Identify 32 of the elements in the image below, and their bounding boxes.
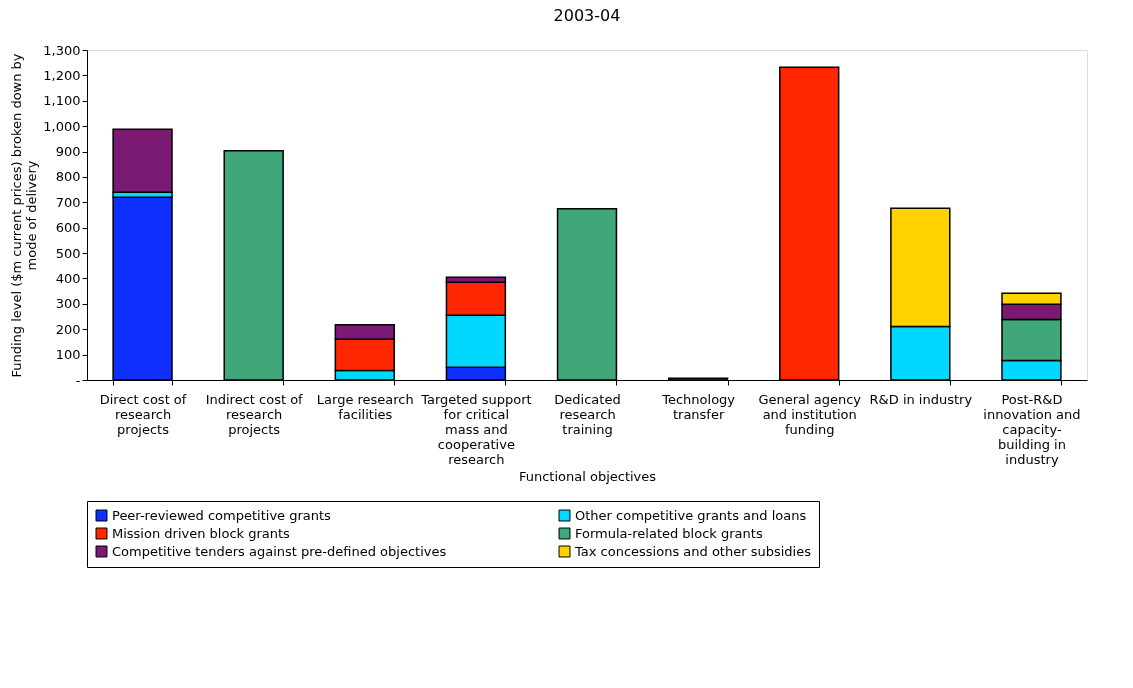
y-tick-label: 800 (55, 169, 81, 185)
legend-label: Peer-reviewed competitive grants (112, 507, 332, 523)
y-tick-label: - (75, 372, 81, 388)
y-tick-label: 300 (55, 296, 81, 312)
x-tick-label: Direct cost of research projects (99, 391, 187, 437)
y-tick-label: 1,300 (43, 42, 81, 58)
x-tick-label: Large research facilities (316, 391, 414, 422)
y-tick-label: 400 (55, 270, 81, 286)
chart-title: 2003-04 (553, 6, 621, 25)
x-tick-label: General agency and institution funding (758, 391, 862, 437)
x-tick-label: R&D in industry (869, 391, 973, 407)
legend-label: Formula-related block grants (575, 525, 763, 541)
legend-label: Tax concessions and other subsidies (574, 543, 812, 559)
y-tick-label: 1,100 (43, 93, 81, 109)
y-tick-label: 700 (55, 194, 81, 210)
y-tick-label: 200 (55, 321, 81, 337)
y-tick-label: 500 (55, 245, 81, 261)
x-axis-title: Functional objectives (518, 468, 657, 484)
y-tick-label: 100 (55, 347, 81, 363)
y-axis-title: Funding level ($m current prices) broken down by mode of delivery (9, 53, 40, 378)
legend-label: Competitive tenders against pre-defined objectives (112, 543, 447, 559)
x-tick-label: Technology transfer (661, 391, 736, 422)
x-tick-label: Post-R&D innovation and capacity-building in industry (983, 391, 1081, 467)
y-tick-label: 1,200 (43, 67, 81, 83)
y-tick-label: 600 (55, 220, 81, 236)
x-tick-label: Indirect cost of research projects (205, 391, 304, 437)
x-tick-label: Dedicated research training (554, 391, 621, 437)
x-tick-label: Targeted support for critical mass and cooperative research (420, 391, 532, 467)
y-tick-label: 900 (55, 144, 81, 160)
legend-label: Other competitive grants and loans (575, 507, 807, 523)
y-tick-label: 1,000 (43, 118, 81, 134)
legend-label: Mission driven block grants (112, 525, 291, 541)
